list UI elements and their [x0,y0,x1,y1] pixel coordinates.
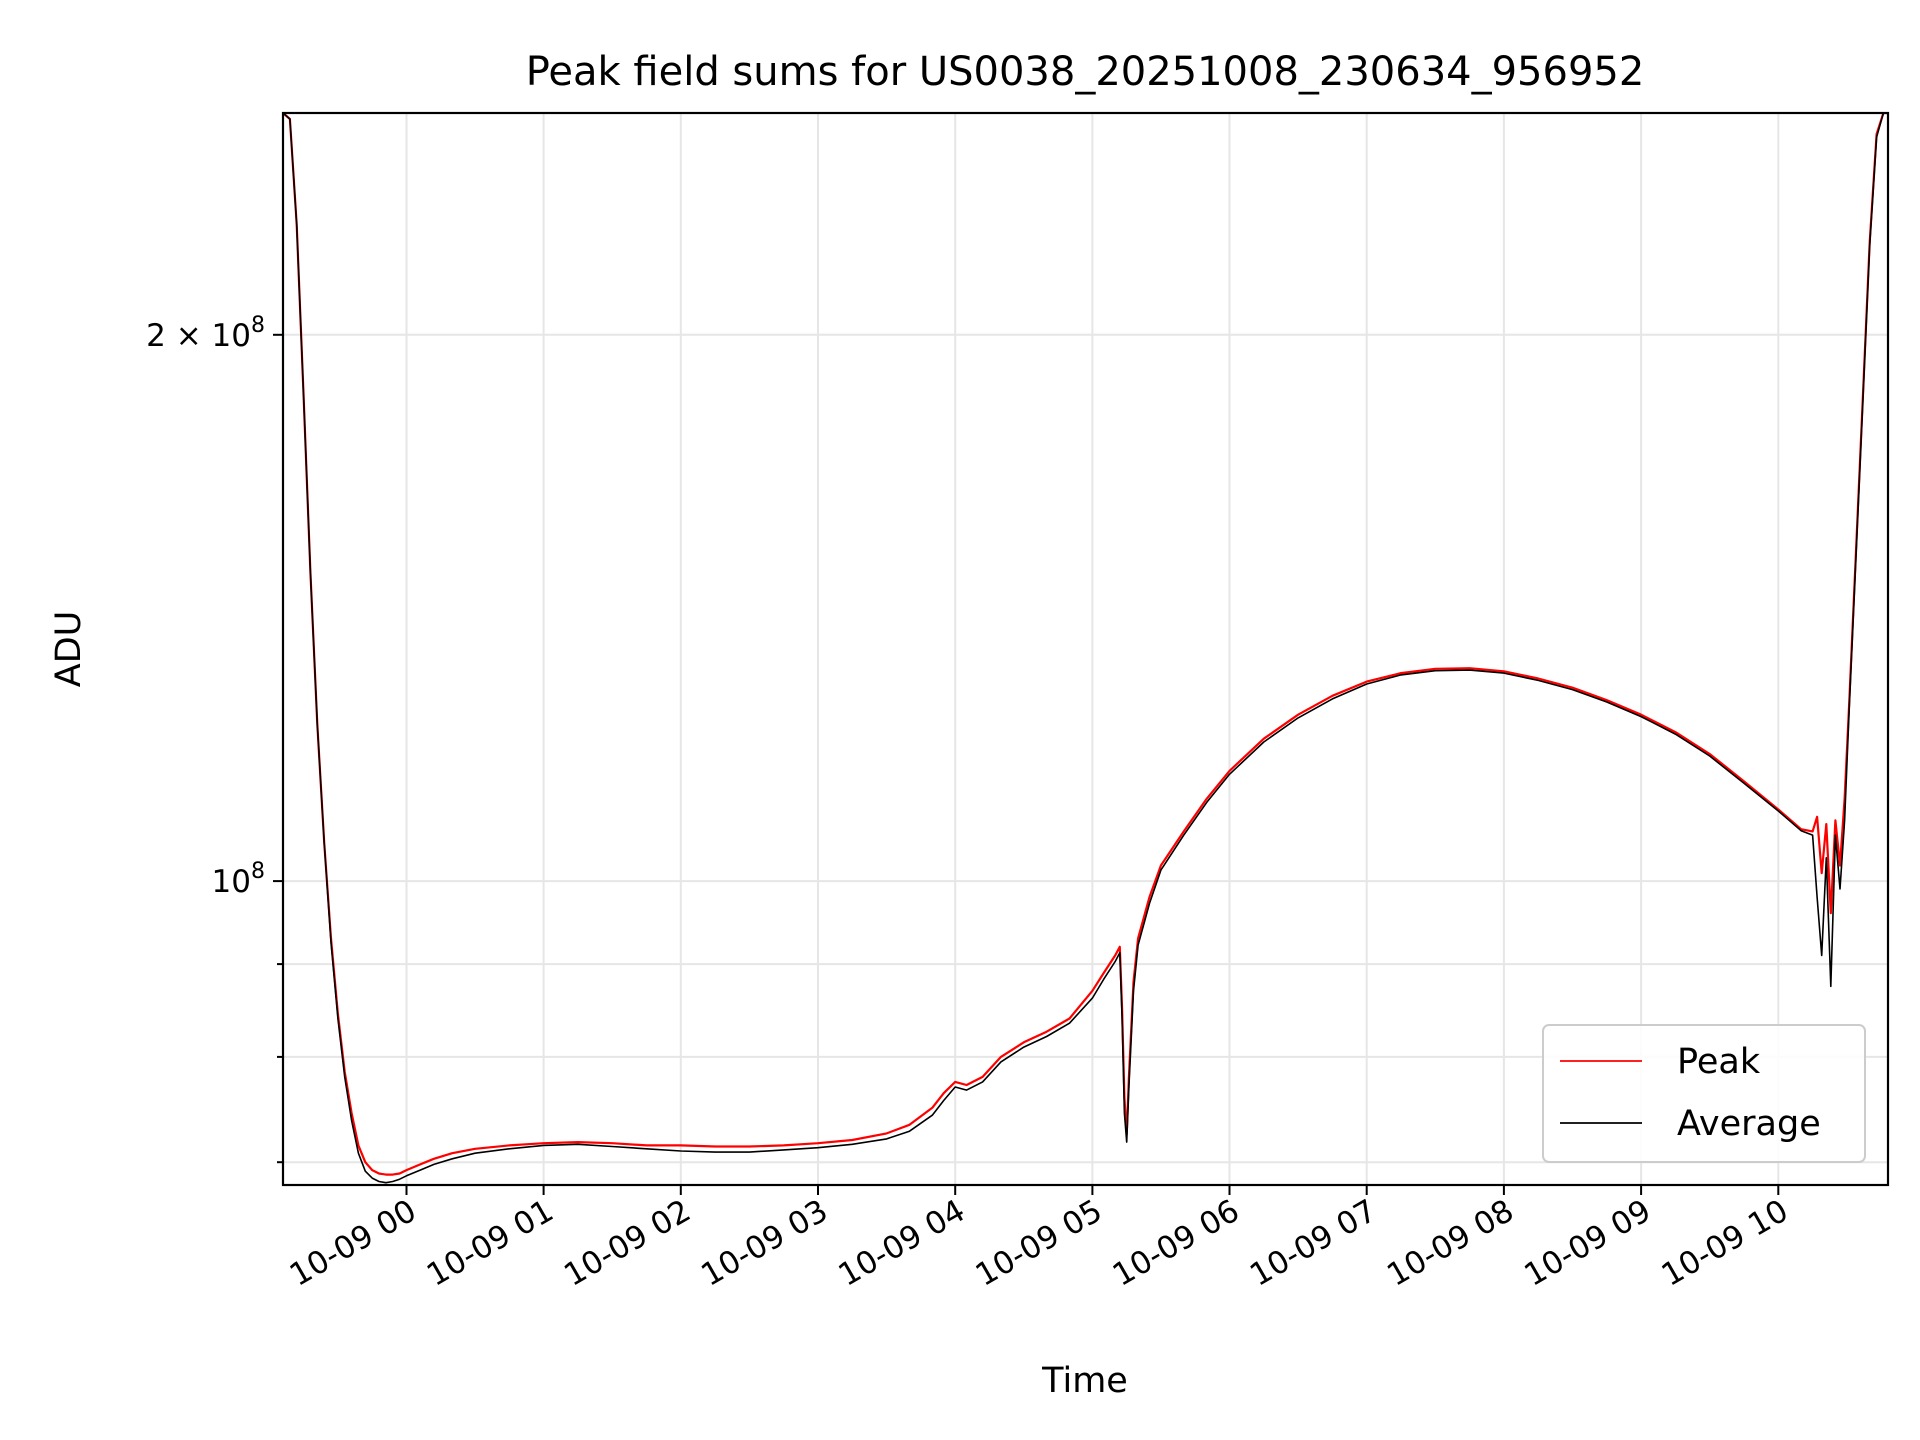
series-line-average [283,113,1888,1184]
y-tick-label-base: 10 [212,318,251,354]
y-tick-label-exp: 8 [251,313,265,338]
legend-label-peak: Peak [1677,1042,1761,1082]
series-layer [283,113,1888,1184]
x-axis-label: Time [1041,1361,1128,1401]
chart-title: Peak field sums for US0038_20251008_2306… [526,49,1645,95]
y-tick-label-exp: 8 [251,859,265,884]
grid [283,113,1888,1185]
series-line-peak [283,113,1888,1176]
y-tick-label-base: 10 [212,864,251,900]
legend-label-average: Average [1677,1104,1821,1144]
y-tick-label: 2 × 108 [146,313,265,354]
legend: Peak Average [1542,1024,1866,1163]
legend-box [1542,1024,1866,1163]
y-tick-label: 108 [212,859,265,900]
plot-frame [281,111,1890,1187]
y-tick-label-coef: 2 × [146,318,211,354]
y-axis-label: ADU [49,611,89,688]
